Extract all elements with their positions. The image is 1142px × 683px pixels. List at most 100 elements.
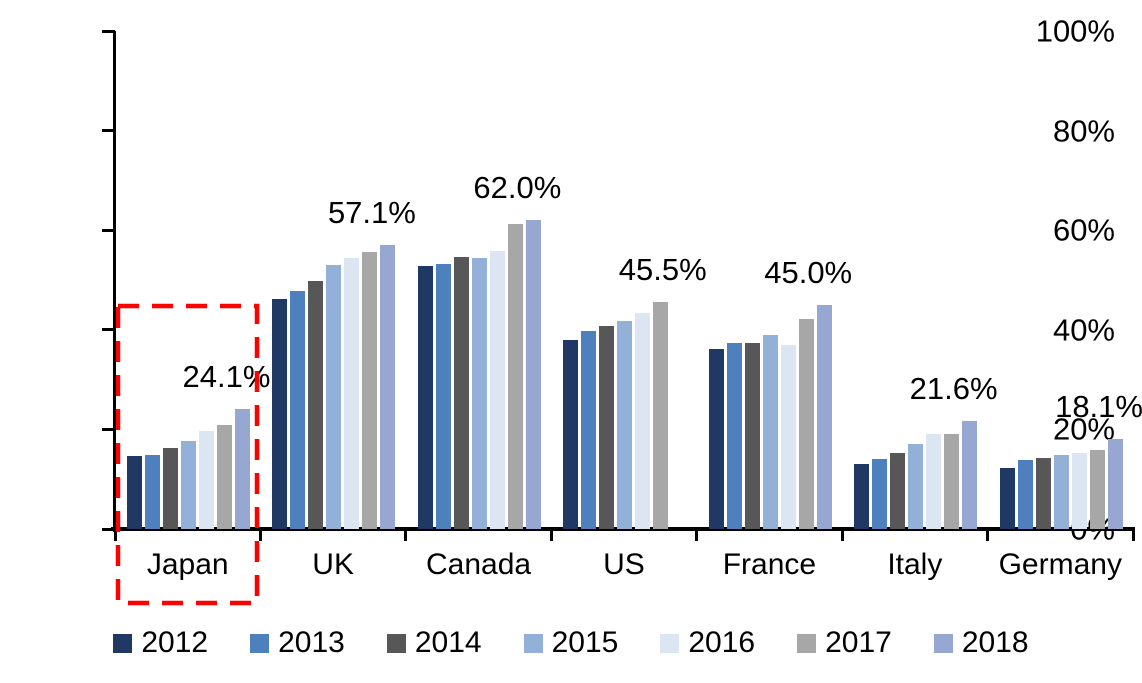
legend: 2012 2013 2014 2015 2016 2017 2018 [0,628,1142,658]
category-label-us: US [603,548,645,581]
bar-italy-2017 [944,433,960,529]
bar-group-france: 45.0% France [697,31,852,581]
bar-italy-2018 [962,421,978,529]
bars-italy [854,421,978,529]
y-tick-label: 80% [1052,113,1115,149]
x-tick-mark [404,529,408,541]
bar-group-uk: 57.1% UK [260,31,416,581]
y-tick-label: 20% [1052,411,1115,447]
bars-germany [999,438,1123,529]
bar-us-2014 [599,325,615,529]
bar-uk-2013 [290,291,306,529]
legend-label-2018: 2018 [961,626,1029,659]
bar-france-2017 [798,318,814,529]
bar-canada-2014 [453,257,469,529]
legend-swatch-2017 [797,633,817,653]
legend-swatch-2016 [660,633,680,653]
bars-canada [417,220,541,529]
legend-item-2017: 2017 [797,628,892,658]
legend-label-2013: 2013 [278,626,345,659]
bar-germany-2018 [1107,438,1123,529]
x-tick-mark [549,529,553,541]
bar-italy-2012 [854,464,870,529]
bar-japan-2015 [181,440,196,529]
bar-italy-2015 [908,444,924,529]
bar-germany-2012 [999,467,1015,529]
bar-japan-2017 [217,424,232,529]
legend-item-2014: 2014 [386,626,482,659]
bar-france-2016 [780,344,796,529]
x-tick-mark [113,529,117,541]
legend-item-2012: 2012 [113,628,208,658]
legend-swatch-2018 [933,633,953,653]
bar-japan-2014 [163,447,178,529]
bar-us-2016 [635,313,651,529]
legend-item-2015: 2015 [523,626,619,659]
bar-germany-2016 [1071,452,1087,529]
legend-swatch-2013 [250,633,270,653]
legend-item-2016: 2016 [660,628,755,658]
y-tick-mark [102,29,115,33]
category-label-canada: Canada [426,548,532,581]
y-tick-label: 40% [1052,312,1115,348]
bar-italy-2016 [926,434,942,529]
category-label-italy: Italy [887,548,943,581]
bar-group-canada: 62.0% Canada [406,31,561,581]
bar-uk-2014 [308,281,324,529]
plot-area: 0% 20% 40% 60% 80% 100% 24.1% Japan 57.1% UK 62.0… [102,16,1142,581]
legend-item-2018: 2018 [933,626,1029,659]
y-tick-mark [102,228,115,232]
legend-label-2016: 2016 [688,626,756,659]
bar-italy-2013 [872,459,888,529]
bar-germany-2015 [1053,454,1069,529]
bar-germany-2013 [1017,459,1033,529]
legend-item-2013: 2013 [250,628,345,658]
bar-canada-2017 [507,224,523,529]
bar-france-2012 [708,348,724,529]
legend-label-2017: 2017 [825,626,892,659]
data-label-us: 45.5% [618,252,707,288]
category-label-uk: UK [312,548,354,581]
bar-uk-2017 [362,252,378,529]
bar-us-2017 [653,302,669,529]
data-label-france: 45.0% [764,254,853,290]
bar-uk-2012 [272,298,288,529]
category-label-germany: Germany [998,548,1122,581]
bar-germany-2017 [1089,450,1105,529]
bars-us [563,302,669,529]
bar-italy-2014 [890,452,906,529]
bar-uk-2015 [326,265,342,529]
bar-japan-2016 [199,430,214,529]
data-label-uk: 57.1% [327,194,416,230]
data-label-germany: 18.1% [1055,388,1142,424]
bar-group-germany: 18.1% Germany [988,31,1142,581]
bar-germany-2014 [1035,457,1051,529]
y-tick-mark [102,527,115,531]
bar-us-2012 [563,339,579,529]
legend-swatch-2014 [386,633,406,653]
data-label-italy: 21.6% [909,371,998,407]
x-tick-mark [986,529,990,541]
bar-canada-2015 [471,257,487,529]
bar-canada-2013 [435,264,451,529]
data-label-canada: 62.0% [473,170,562,206]
bar-canada-2018 [525,220,541,529]
y-tick-label: 100% [1035,13,1115,49]
bar-canada-2012 [417,266,433,529]
bar-canada-2016 [489,251,505,529]
bars-france [708,304,832,529]
legend-swatch-2012 [113,633,133,653]
y-tick-label: 60% [1052,212,1115,248]
y-tick-mark [102,427,115,431]
legend-label-2015: 2015 [551,626,619,659]
bar-us-2015 [617,320,633,529]
legend-label-2012: 2012 [141,626,209,659]
legend-swatch-2015 [523,633,543,653]
bar-france-2014 [744,342,760,529]
y-axis [113,31,116,532]
bar-france-2013 [726,342,742,529]
legend-label-2014: 2014 [414,626,482,659]
category-label-france: France [722,548,817,581]
bar-uk-2016 [344,258,360,529]
